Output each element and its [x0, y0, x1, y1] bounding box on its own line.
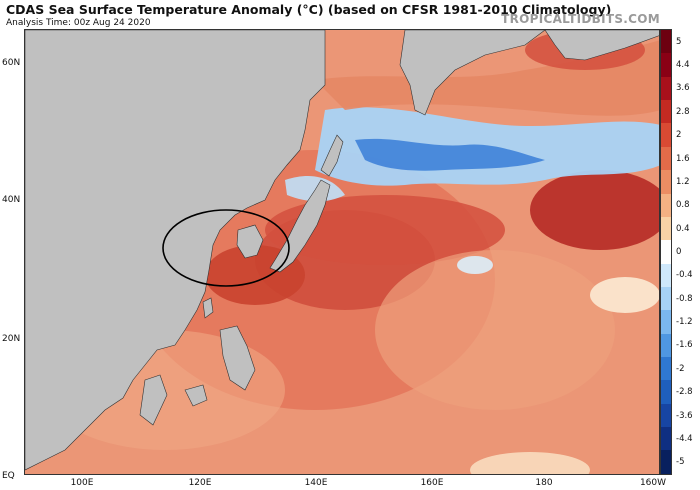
colorbar-segment [661, 193, 671, 217]
taiwan [202, 297, 214, 319]
colorbar-label: 5 [676, 36, 682, 47]
colorbar-label: 0 [676, 247, 682, 257]
cool-anomaly-core [355, 138, 545, 171]
colorbar-segment [661, 450, 671, 474]
colorbar-segment [661, 123, 671, 147]
colorbar-segment [661, 170, 671, 194]
alaska [544, 30, 659, 61]
hokkaido-sakhalin [320, 134, 344, 177]
lon-label-160e: 160E [420, 478, 444, 488]
map-title: CDAS Sea Surface Temperature Anomaly (°C… [6, 2, 612, 17]
japan [269, 179, 331, 273]
colorbar-label: -2 [676, 363, 685, 374]
lon-label-100e: 100E [70, 478, 94, 488]
colorbar-segment [661, 30, 671, 54]
korea [236, 224, 264, 259]
colorbar-label: 0.4 [676, 223, 690, 234]
borneo-north [184, 384, 208, 407]
lon-label-180: 180 [535, 478, 553, 488]
colorbar-segment [661, 403, 671, 428]
lon-label-160w: 160W [639, 478, 667, 488]
colorbar-label: 1.2 [676, 176, 690, 187]
lat-label-eq: EQ [2, 471, 15, 481]
colorbar-label: -1.6 [676, 340, 693, 351]
cool-anomaly-japan-sea [285, 175, 345, 202]
colorbar-label: -0.8 [676, 293, 693, 304]
colorbar-label: -0.4 [676, 270, 693, 281]
philippines [219, 325, 256, 391]
brand-watermark: TROPICALTIDBITS.COM [501, 12, 660, 26]
neutral-patch-east [590, 277, 659, 313]
colorbar-segment [661, 53, 671, 77]
mild-anomaly [375, 250, 615, 410]
colorbar-segment [661, 380, 671, 404]
lat-label-60n: 60N [2, 58, 21, 68]
colorbar-segment [661, 286, 671, 311]
colorbar-label: -4.4 [676, 433, 693, 444]
highlight-ellipse [162, 209, 290, 287]
colorbar-label: 2.8 [676, 106, 690, 117]
colorbar-segment [661, 310, 671, 334]
colorbar-label: -5 [676, 457, 685, 468]
colorbar-label: 0.8 [676, 200, 690, 211]
indochina-peninsula [139, 374, 168, 426]
colorbar-label: 3.6 [676, 83, 690, 94]
sst-anomaly-map [24, 29, 660, 475]
lat-label-20n: 20N [2, 334, 21, 344]
colorbar-segment [661, 263, 671, 287]
warm-anomaly-north [315, 40, 659, 116]
lon-label-140e: 140E [304, 478, 328, 488]
map-canvas [25, 30, 659, 474]
colorbar-segment [661, 427, 671, 451]
colorbar-label: 1.6 [676, 153, 690, 164]
lat-label-40n: 40N [2, 195, 21, 205]
colorbar-segment [661, 100, 671, 124]
colorbar-segment [661, 357, 671, 381]
colorbar-label: -3.6 [676, 410, 693, 421]
colorbar-segment [661, 333, 671, 358]
neutral-patch-south [470, 452, 590, 474]
cool-patch-small [457, 256, 493, 274]
colorbar-label: -2.8 [676, 387, 693, 398]
colorbar-segment [661, 240, 671, 264]
colorbar [660, 29, 672, 475]
warm-band-40n [265, 195, 505, 265]
colorbar-label: -1.2 [676, 317, 693, 328]
kamchatka-siberia [399, 30, 546, 116]
asia-mainland [25, 30, 326, 471]
colorbar-label: 4.4 [676, 60, 690, 71]
colorbar-segment [661, 216, 671, 241]
colorbar-segment [661, 76, 671, 101]
lon-label-120e: 120E [188, 478, 212, 488]
colorbar-label: 2 [676, 130, 682, 141]
colorbar-segment [661, 146, 671, 171]
warm-anomaly-east [530, 170, 659, 250]
analysis-time: Analysis Time: 00z Aug 24 2020 [6, 18, 151, 28]
